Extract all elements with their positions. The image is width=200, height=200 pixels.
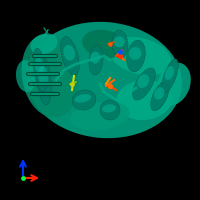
Ellipse shape (89, 45, 103, 75)
Ellipse shape (70, 102, 130, 130)
Ellipse shape (30, 33, 58, 55)
Ellipse shape (165, 66, 174, 80)
Ellipse shape (162, 59, 178, 93)
Point (118, 50, 122, 54)
Ellipse shape (21, 34, 79, 118)
Ellipse shape (72, 90, 96, 110)
Ellipse shape (102, 104, 116, 112)
Ellipse shape (137, 74, 149, 88)
Ellipse shape (37, 55, 51, 105)
Ellipse shape (63, 45, 75, 61)
Ellipse shape (61, 37, 79, 75)
Ellipse shape (90, 52, 100, 64)
Ellipse shape (112, 30, 128, 58)
Ellipse shape (38, 66, 48, 86)
Ellipse shape (35, 58, 44, 75)
Ellipse shape (26, 22, 182, 138)
Ellipse shape (157, 63, 191, 105)
Ellipse shape (33, 48, 47, 92)
Ellipse shape (154, 87, 164, 100)
Ellipse shape (151, 81, 169, 111)
Point (21, 176, 25, 180)
Ellipse shape (114, 36, 125, 47)
Ellipse shape (75, 94, 91, 103)
Ellipse shape (129, 47, 141, 60)
Ellipse shape (133, 68, 155, 100)
Ellipse shape (100, 100, 120, 120)
Point (118, 54, 122, 58)
Ellipse shape (16, 60, 36, 92)
Point (108, 42, 112, 46)
Ellipse shape (116, 80, 172, 120)
Ellipse shape (127, 40, 145, 72)
Ellipse shape (109, 37, 171, 75)
Ellipse shape (82, 30, 126, 58)
Point (70, 82, 74, 86)
Point (108, 84, 112, 88)
